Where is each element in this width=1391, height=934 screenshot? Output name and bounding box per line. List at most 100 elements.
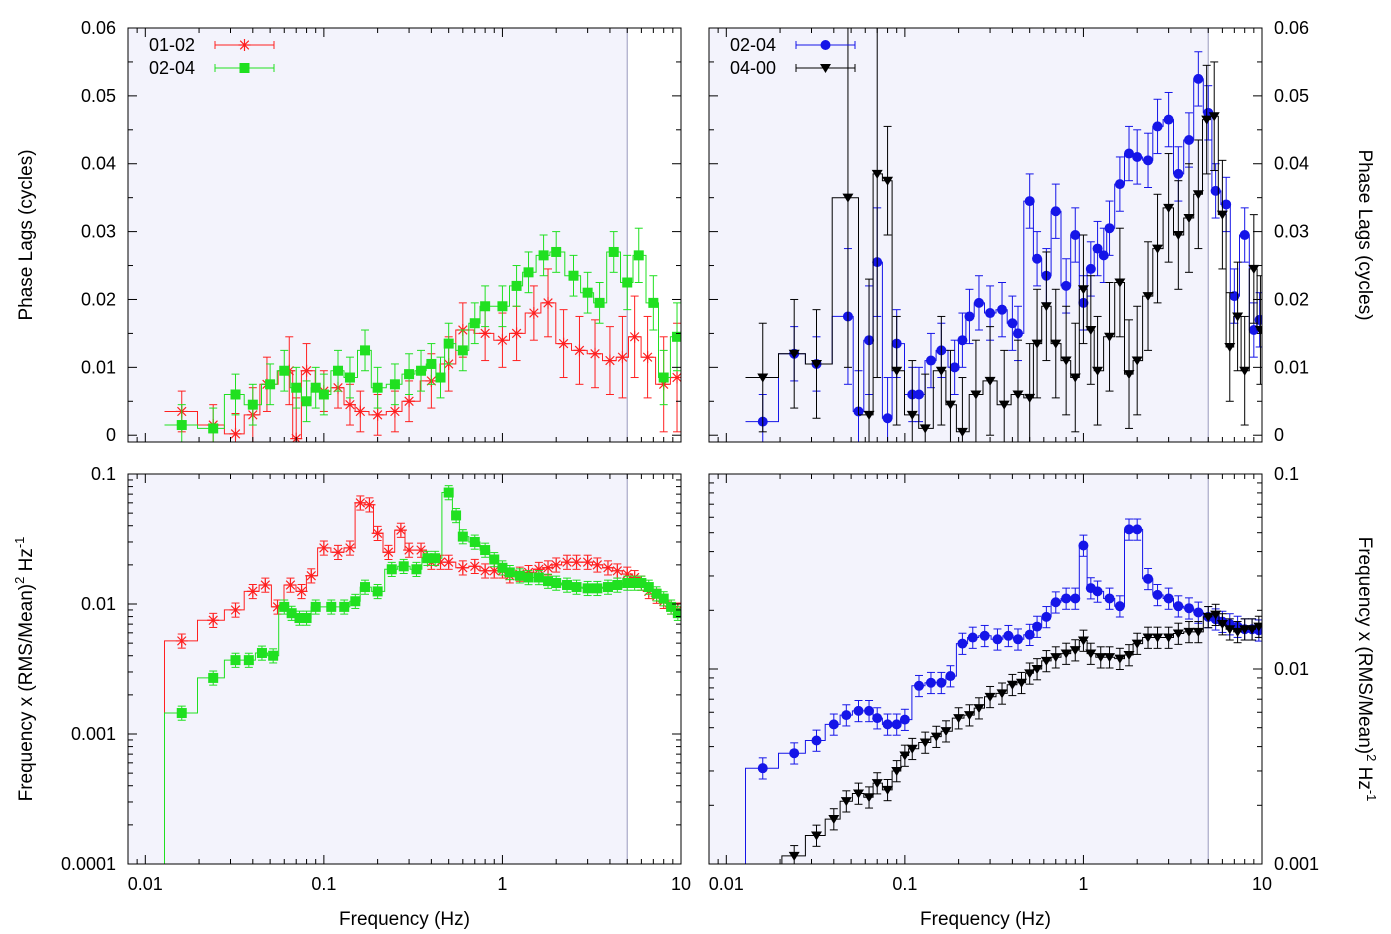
circle-marker	[1070, 593, 1081, 604]
triangle-marker	[1224, 625, 1236, 635]
x-tick-label: 0.01	[709, 874, 744, 894]
triangle-marker	[1114, 654, 1126, 664]
circle-marker	[1007, 318, 1018, 329]
x-tick-label: 10	[1252, 874, 1272, 894]
circle-marker	[1061, 280, 1072, 291]
square-marker	[326, 601, 337, 612]
plot-background	[709, 474, 1209, 864]
triangle-marker	[891, 366, 903, 376]
square-marker	[622, 277, 633, 288]
circle-marker	[1085, 263, 1096, 274]
asterisk-marker	[305, 569, 318, 582]
triangle-marker	[998, 400, 1010, 410]
triangle-marker	[1050, 653, 1062, 663]
square-marker	[672, 331, 681, 342]
triangle-marker	[1239, 366, 1251, 376]
square-marker	[551, 578, 562, 589]
circle-marker	[1114, 179, 1125, 190]
triangle-marker	[1172, 231, 1184, 240]
square-marker	[469, 318, 480, 329]
circle-marker	[1070, 230, 1081, 240]
asterisk-marker	[295, 585, 308, 598]
square-marker	[256, 647, 267, 658]
asterisk-marker	[363, 498, 376, 511]
y-tick-label: 0.01	[1274, 357, 1309, 377]
circle-marker	[872, 713, 883, 724]
triangle-marker	[788, 349, 800, 359]
square-marker	[523, 267, 534, 278]
asterisk-marker	[510, 327, 523, 340]
asterisk-marker	[496, 334, 509, 347]
triangle-marker	[853, 789, 865, 799]
plot-area	[745, 518, 1262, 864]
triangle-marker	[757, 373, 769, 383]
triangle-marker	[1024, 393, 1036, 403]
circle-marker	[957, 638, 968, 649]
plot-frame	[127, 27, 682, 443]
asterisk-marker	[603, 354, 616, 367]
triangle-marker	[953, 714, 965, 724]
square-marker	[239, 63, 250, 73]
circle-marker	[1132, 524, 1143, 535]
square-marker	[279, 365, 290, 376]
triangle-marker	[1201, 115, 1213, 125]
triangle-marker	[1216, 620, 1228, 630]
triangle-marker	[811, 831, 823, 841]
triangle-marker	[906, 744, 918, 754]
square-marker	[629, 578, 640, 589]
square-marker	[443, 487, 454, 498]
square-marker	[480, 545, 491, 556]
asterisk-marker	[332, 546, 345, 559]
circle-marker	[1098, 250, 1109, 261]
y-tick-label: 0.1	[91, 464, 116, 484]
asterisk-marker	[354, 496, 367, 509]
triangle-marker	[1069, 646, 1081, 656]
triangle-marker	[1163, 633, 1175, 643]
triangle-marker	[863, 410, 875, 420]
square-marker	[318, 389, 329, 400]
circle-marker	[1078, 540, 1089, 551]
triangle-marker	[1172, 629, 1184, 639]
circle-marker	[973, 297, 984, 308]
circle-marker	[945, 671, 956, 682]
triangle-marker	[1006, 680, 1018, 690]
asterisk-marker	[573, 344, 586, 357]
circle-marker	[820, 40, 831, 50]
square-marker	[562, 580, 573, 591]
triangle-marker	[882, 785, 894, 795]
triangle-marker	[871, 169, 883, 179]
square-marker	[608, 246, 619, 257]
square-marker	[582, 287, 593, 298]
triangle-marker	[1152, 244, 1164, 254]
asterisk-marker	[434, 556, 447, 569]
y-axis-label: Phase Lags (cycles)	[1354, 149, 1375, 320]
asterisk-marker	[354, 405, 367, 418]
circle-marker	[936, 677, 947, 688]
triangle-marker	[1024, 669, 1036, 679]
y-tick-label: 0	[106, 425, 116, 445]
asterisk-marker	[601, 561, 614, 574]
circle-marker	[914, 389, 925, 400]
circle-marker	[1124, 524, 1135, 535]
square-marker	[612, 580, 623, 591]
square-marker	[497, 562, 508, 573]
circle-marker	[853, 705, 864, 716]
triangle-marker	[1031, 665, 1043, 674]
square-marker	[230, 389, 241, 400]
y-tick-label: 0.05	[1274, 86, 1309, 106]
triangle-marker	[996, 689, 1008, 699]
circle-marker	[1032, 253, 1043, 264]
circle-marker	[1193, 73, 1204, 84]
asterisk-marker	[207, 614, 220, 627]
y-tick-label: 0.05	[81, 86, 116, 106]
asterisk-marker	[532, 563, 545, 576]
asterisk-marker	[175, 634, 188, 647]
circle-marker	[1183, 603, 1194, 614]
triangle-marker	[944, 400, 956, 410]
triangle-marker	[1031, 339, 1043, 349]
y-tick-label: 0.01	[81, 594, 116, 614]
triangle-marker	[1142, 633, 1154, 643]
circle-marker	[914, 680, 925, 691]
y-axis-label: Phase Lags (cycles)	[16, 149, 37, 320]
square-marker	[514, 570, 525, 581]
